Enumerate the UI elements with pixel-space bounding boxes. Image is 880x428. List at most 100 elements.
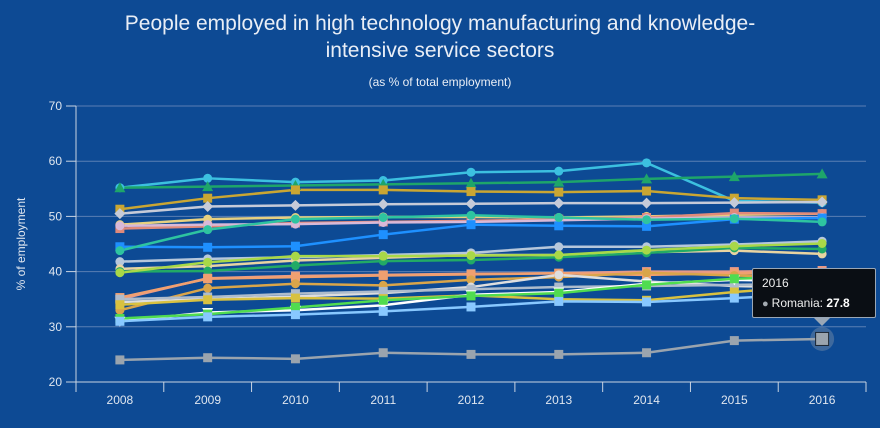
hovered-point[interactable]: [815, 331, 830, 346]
series-point[interactable]: [290, 214, 300, 224]
chart-title-line2: intensive service sectors: [325, 39, 555, 62]
series-point[interactable]: [466, 269, 476, 279]
series-point[interactable]: [553, 176, 565, 187]
series-point[interactable]: [290, 354, 300, 364]
series-point[interactable]: [115, 246, 125, 256]
series-point[interactable]: [290, 241, 300, 251]
series-point[interactable]: [641, 173, 653, 184]
series-point[interactable]: [466, 251, 476, 261]
series-point[interactable]: [554, 296, 564, 306]
series-point[interactable]: [816, 168, 828, 179]
series-point[interactable]: [378, 348, 388, 358]
series-point[interactable]: [203, 242, 213, 252]
series-point[interactable]: [203, 193, 213, 203]
series-point[interactable]: [642, 268, 652, 278]
series-point[interactable]: [115, 316, 125, 326]
series-point[interactable]: [378, 306, 388, 316]
tooltip-label: Romania:: [771, 296, 824, 310]
series-point[interactable]: [817, 238, 827, 248]
series-point[interactable]: [378, 270, 388, 280]
series-point[interactable]: [377, 198, 389, 210]
series-point[interactable]: [554, 250, 564, 260]
series-point[interactable]: [642, 158, 652, 168]
series-point[interactable]: [290, 279, 300, 289]
series-point[interactable]: [115, 221, 125, 231]
series-point[interactable]: [465, 198, 477, 210]
tooltip-series-dot-icon: ●: [762, 298, 769, 310]
series-point[interactable]: [729, 336, 739, 346]
series-point[interactable]: [642, 245, 652, 255]
series-point[interactable]: [642, 186, 652, 196]
series-point[interactable]: [290, 261, 300, 271]
series-point[interactable]: [203, 353, 213, 363]
series-point[interactable]: [378, 213, 388, 223]
series-point[interactable]: [202, 181, 214, 192]
series-point[interactable]: [378, 251, 388, 261]
series-point[interactable]: [203, 312, 213, 322]
series-point[interactable]: [115, 294, 125, 304]
series-point[interactable]: [641, 197, 653, 209]
series-point[interactable]: [115, 268, 125, 278]
series-point[interactable]: [729, 274, 739, 284]
series-point[interactable]: [203, 266, 213, 276]
series-point[interactable]: [465, 177, 477, 188]
series-point[interactable]: [642, 221, 652, 231]
series-point[interactable]: [203, 274, 213, 284]
series-point[interactable]: [202, 200, 214, 212]
series-point[interactable]: [728, 197, 740, 209]
series-point[interactable]: [554, 282, 564, 292]
series-point[interactable]: [554, 288, 564, 298]
series-point[interactable]: [728, 171, 740, 182]
series-point[interactable]: [203, 257, 213, 267]
series-point[interactable]: [554, 221, 564, 231]
series-point[interactable]: [466, 284, 476, 294]
series-point[interactable]: [554, 270, 564, 280]
series-point[interactable]: [642, 348, 652, 358]
series-point[interactable]: [466, 167, 476, 177]
series-point[interactable]: [642, 297, 652, 307]
series-point[interactable]: [466, 275, 476, 285]
series-point[interactable]: [554, 187, 564, 197]
series-point[interactable]: [114, 208, 126, 220]
series-point[interactable]: [290, 272, 300, 282]
series-point[interactable]: [290, 310, 300, 320]
series-point[interactable]: [378, 185, 388, 195]
series-point[interactable]: [114, 182, 126, 193]
series-point[interactable]: [554, 349, 564, 359]
series-point[interactable]: [729, 214, 739, 224]
series-point[interactable]: [290, 293, 300, 303]
series-point[interactable]: [203, 283, 213, 293]
series-point[interactable]: [378, 286, 388, 296]
series-point[interactable]: [817, 217, 827, 227]
series-point[interactable]: [203, 173, 213, 183]
series-point[interactable]: [729, 241, 739, 251]
series-point[interactable]: [466, 291, 476, 301]
series-point[interactable]: [466, 349, 476, 359]
series-point[interactable]: [203, 295, 213, 305]
series-point[interactable]: [554, 242, 564, 252]
series-point[interactable]: [466, 302, 476, 312]
series-point[interactable]: [203, 225, 213, 235]
series-point[interactable]: [729, 287, 739, 297]
series-point[interactable]: [290, 251, 300, 261]
series-point[interactable]: [115, 355, 125, 365]
series-point[interactable]: [642, 215, 652, 225]
series-point[interactable]: [378, 295, 388, 305]
series-point[interactable]: [290, 185, 300, 195]
series-point[interactable]: [466, 220, 476, 230]
series-point[interactable]: [289, 199, 301, 211]
series-point[interactable]: [554, 213, 564, 223]
series-point[interactable]: [115, 257, 125, 267]
series-point[interactable]: [554, 166, 564, 176]
series-point[interactable]: [553, 197, 565, 209]
series-point[interactable]: [729, 293, 739, 303]
series-point[interactable]: [378, 230, 388, 240]
series-point[interactable]: [115, 300, 125, 310]
series-point[interactable]: [466, 210, 476, 220]
series-point[interactable]: [816, 196, 828, 208]
series-point[interactable]: [290, 302, 300, 312]
series-point[interactable]: [642, 280, 652, 290]
series-point[interactable]: [466, 187, 476, 197]
